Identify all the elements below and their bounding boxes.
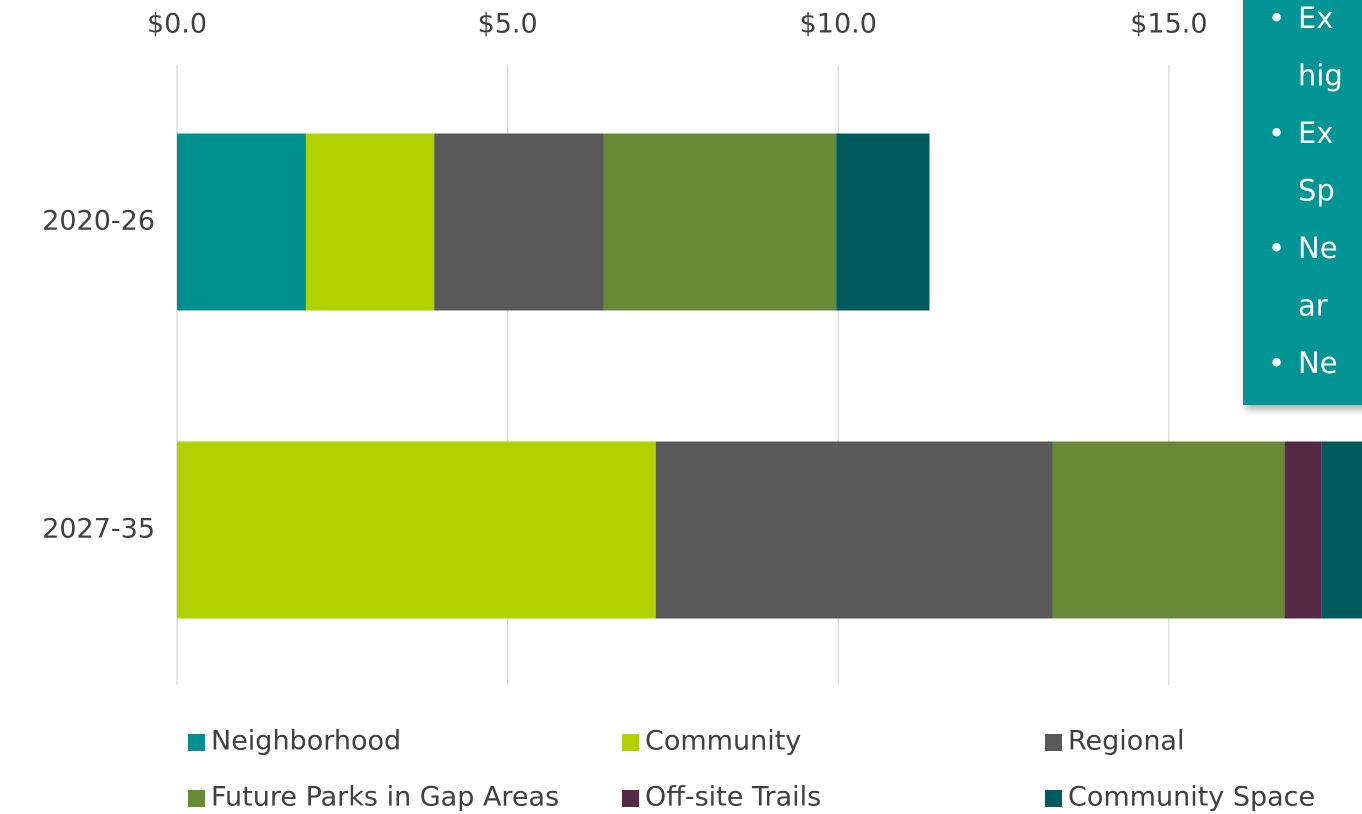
x-tick-label: $10.0 — [800, 9, 877, 40]
category-label: 2027-35 — [42, 514, 155, 545]
legend-label: Community Space — [1068, 782, 1315, 813]
bullet: • — [1268, 116, 1285, 150]
bullet: • — [1268, 231, 1285, 265]
bar-segment — [177, 133, 306, 311]
annotation-text: Ex — [1298, 116, 1334, 150]
legend-swatch — [188, 734, 205, 751]
annotation-text: hig — [1298, 59, 1343, 93]
x-tick-label: $5.0 — [478, 9, 538, 40]
bar-segment — [177, 441, 656, 619]
legend-label: Community — [645, 726, 801, 757]
bullet: • — [1268, 1, 1285, 35]
legend-swatch — [622, 734, 639, 751]
category-label: 2020-26 — [42, 206, 155, 237]
bar-segment — [1284, 441, 1322, 619]
annotation-box — [1243, 0, 1362, 405]
annotation-text: Ne — [1298, 231, 1338, 265]
legend-swatch — [1045, 790, 1062, 807]
bar-segment — [655, 441, 1053, 619]
legend-label: Off-site Trails — [645, 782, 821, 813]
legend-swatch — [188, 790, 205, 807]
legend-label: Neighborhood — [211, 726, 401, 757]
bar-segment — [305, 133, 435, 311]
bar-segment — [836, 133, 930, 311]
bar-segment — [603, 133, 837, 311]
legend-label: Future Parks in Gap Areas — [211, 782, 559, 813]
x-tick-label: $0.0 — [147, 9, 207, 40]
x-tick-label: $15.0 — [1130, 9, 1207, 40]
bullet: • — [1268, 346, 1285, 380]
legend-swatch — [1045, 734, 1062, 751]
annotation-text: Ne — [1298, 346, 1338, 380]
legend-swatch — [622, 790, 639, 807]
bar-segment — [1052, 441, 1285, 619]
annotation-text: ar — [1298, 289, 1328, 323]
annotation-text: Sp — [1298, 174, 1335, 208]
bar-segment — [434, 133, 604, 311]
annotation-text: Ex — [1298, 1, 1334, 35]
bar-segment — [1321, 441, 1362, 619]
legend-label: Regional — [1068, 726, 1184, 757]
